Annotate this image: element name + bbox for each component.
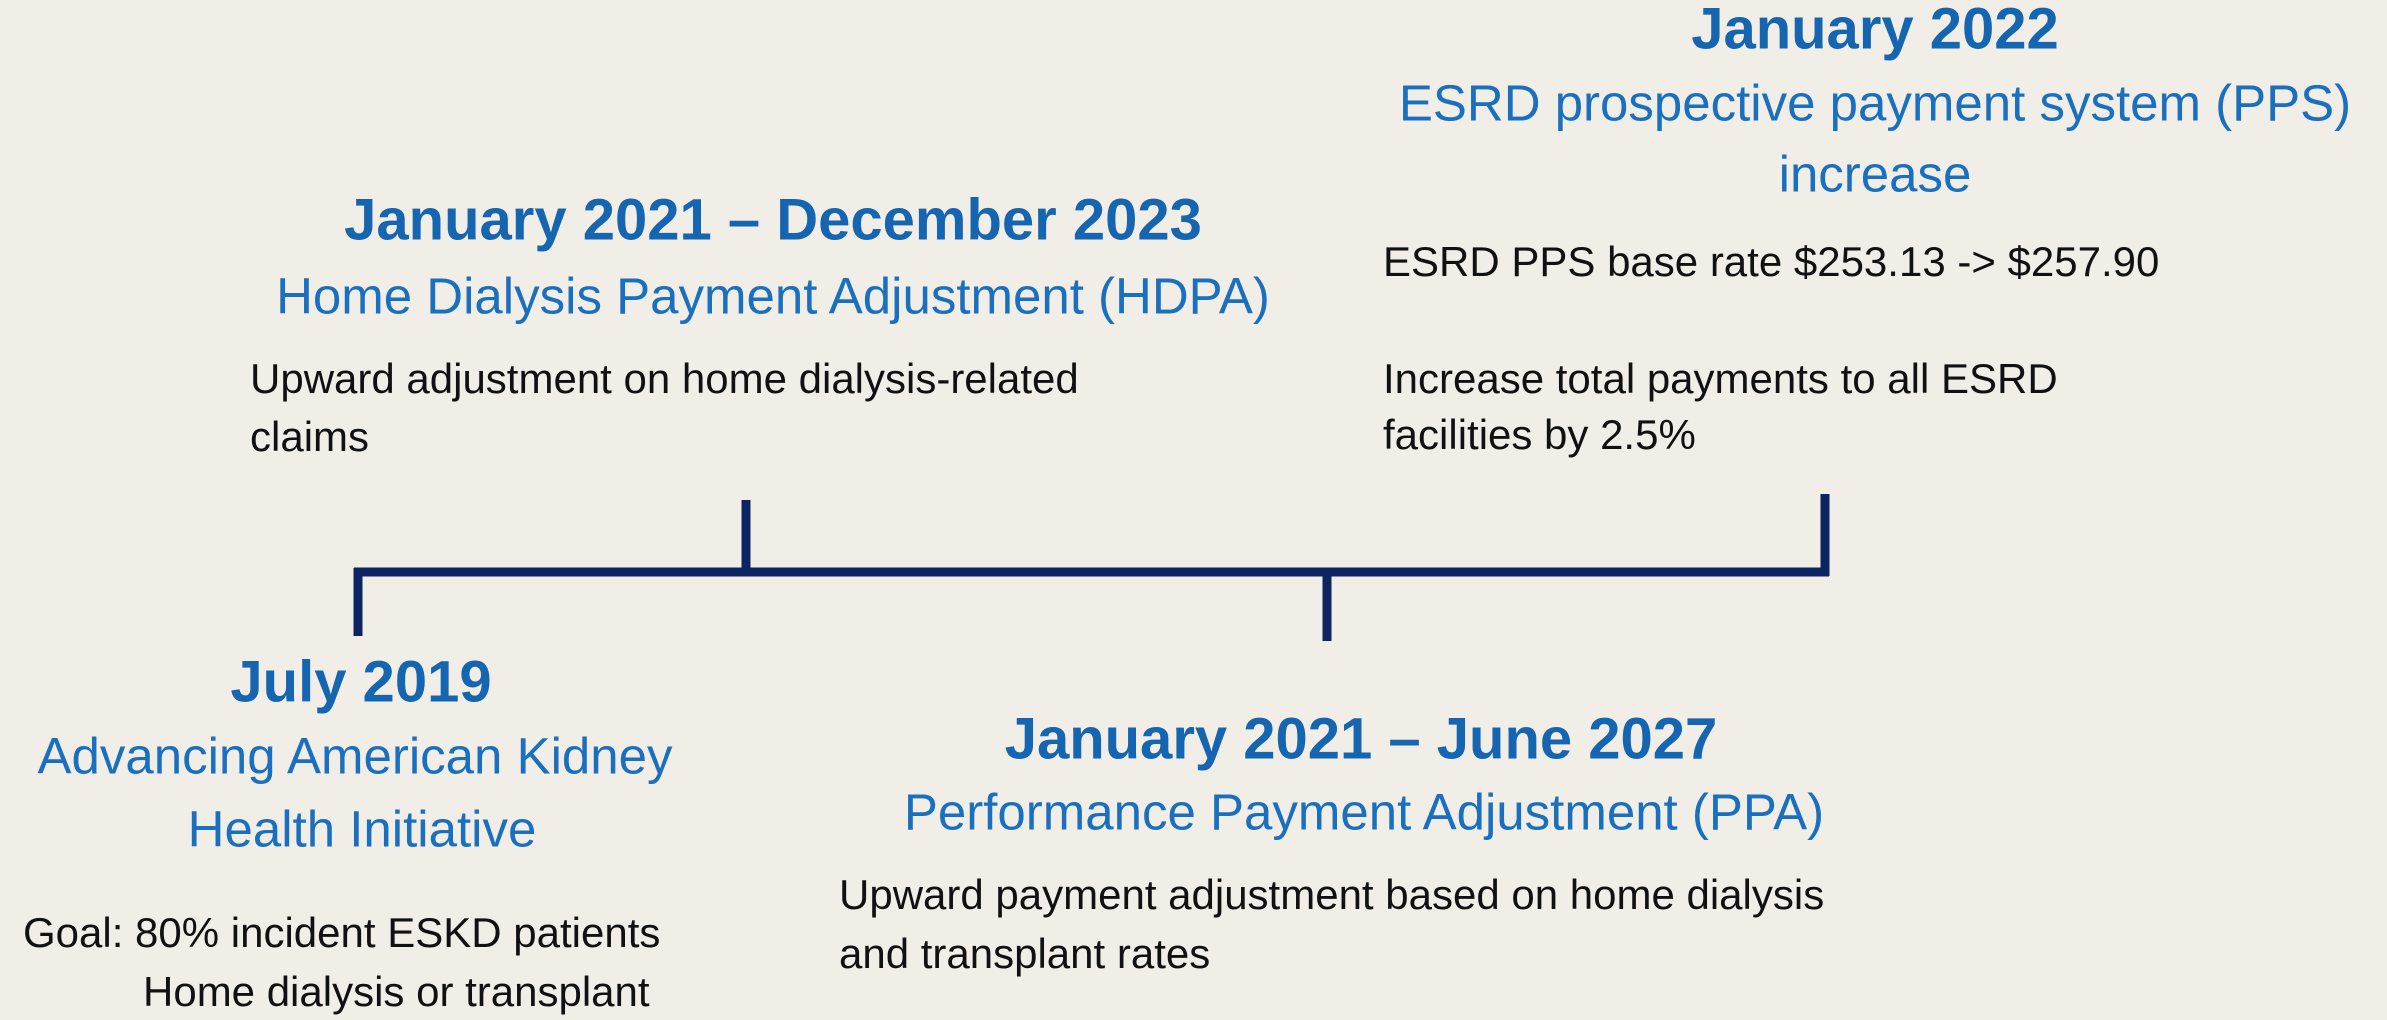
event-date: January 2021 – December 2023 xyxy=(344,187,1202,252)
event-description: claims xyxy=(250,413,369,460)
event-description: Increase total payments to all ESRD xyxy=(1383,355,2058,402)
event-title: increase xyxy=(1779,145,1972,202)
event-description: Upward adjustment on home dialysis-relat… xyxy=(250,355,1079,402)
event-description: Home dialysis or transplant xyxy=(143,968,650,1015)
event-title: Health Initiative xyxy=(188,800,537,857)
event-description: ESRD PPS base rate $253.13 -> $257.90 xyxy=(1383,238,2159,285)
event-date: July 2019 xyxy=(230,649,491,714)
event-date: January 2021 – June 2027 xyxy=(1005,706,1718,771)
event-description: and transplant rates xyxy=(839,930,1210,977)
event-title: Home Dialysis Payment Adjustment (HDPA) xyxy=(276,267,1270,324)
event-description: Upward payment adjustment based on home … xyxy=(839,871,1824,918)
event-title: ESRD prospective payment system (PPS) xyxy=(1399,74,2351,131)
event-date: January 2022 xyxy=(1691,0,2059,61)
event-description: Goal: 80% incident ESKD patients xyxy=(23,909,660,956)
event-title: Advancing American Kidney xyxy=(37,727,673,784)
event-title: Performance Payment Adjustment (PPA) xyxy=(904,783,1824,840)
event-description: facilities by 2.5% xyxy=(1383,411,1696,458)
